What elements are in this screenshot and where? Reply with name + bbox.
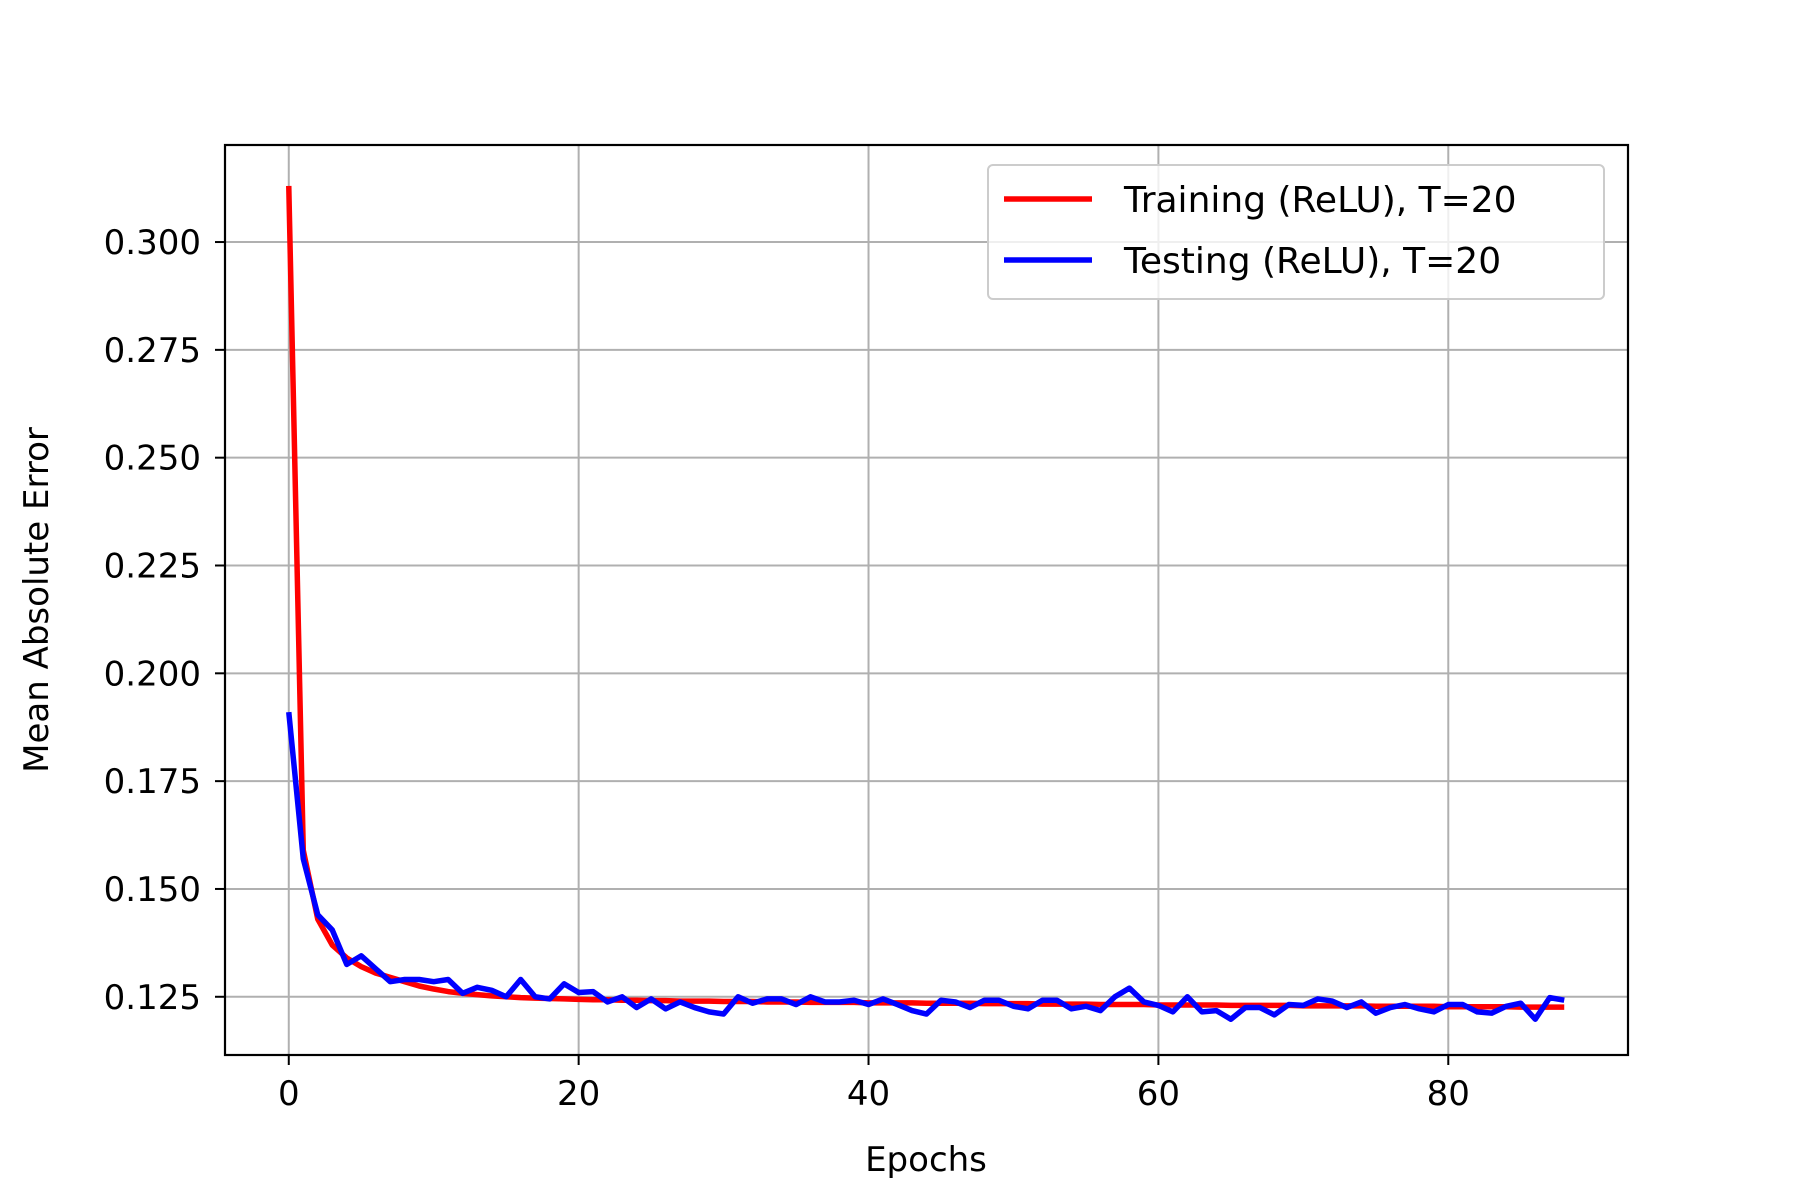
x-tick-label: 20 [557,1074,600,1114]
x-tick-label: 40 [847,1074,890,1114]
y-tick-label: 0.125 [104,978,201,1018]
y-tick-label: 0.300 [104,223,201,263]
testing-line [286,711,1565,1022]
y-tick-label: 0.175 [104,762,201,802]
y-tick-label: 0.200 [104,654,201,694]
x-axis: 0 20 40 60 80 [278,1055,1470,1114]
y-tick-label: 0.150 [104,870,201,910]
x-tick-label: 80 [1427,1074,1470,1114]
y-tick-label: 0.250 [104,439,201,479]
x-tick-label: 0 [278,1074,300,1114]
y-tick-label: 0.275 [104,331,201,371]
legend-label-training: Training (ReLU), T=20 [1123,180,1517,221]
legend: Training (ReLU), T=20 Testing (ReLU), T=… [987,164,1605,300]
y-axis-label: Mean Absolute Error [17,427,57,773]
plot-area-frame [223,143,1630,1057]
legend-label-testing: Testing (ReLU), T=20 [1123,241,1501,282]
y-tick-label: 0.225 [104,546,201,586]
grid [225,145,1628,1055]
series-layer [286,185,1565,1022]
x-axis-label: Epochs [865,1140,987,1180]
x-tick-label: 60 [1137,1074,1180,1114]
y-axis: 0.125 0.150 0.175 0.200 0.225 0.250 0.275 0.300 [104,223,225,1018]
legend-box [987,164,1605,300]
